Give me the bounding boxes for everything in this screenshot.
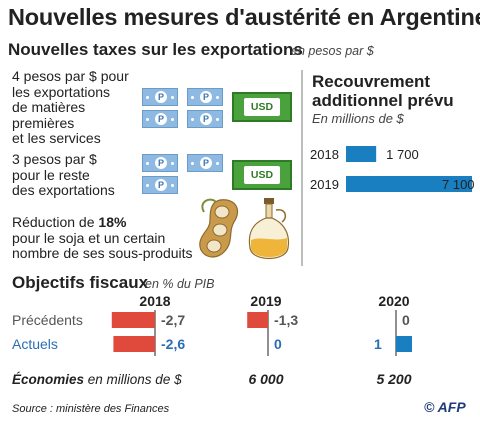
- peso-note-icon: P: [142, 154, 178, 172]
- peso-note-icon: P: [142, 110, 178, 128]
- tax-row1-line: de matières: [12, 99, 86, 115]
- recovery-value-label: 1 700: [386, 147, 419, 162]
- fiscal-bar: [111, 312, 155, 328]
- recovery-bar: [346, 176, 472, 192]
- peso-symbol: P: [200, 157, 212, 169]
- recovery-heading-line: Recouvrement: [312, 72, 431, 91]
- fiscal-unit: en % du PIB: [145, 277, 215, 291]
- tax-row1-text: 4 pesos par $ pour les exportations de m…: [12, 68, 129, 147]
- peso-symbol: P: [155, 179, 167, 191]
- fiscal-value-label: -2,6: [161, 336, 185, 352]
- usd-label: USD: [244, 98, 280, 116]
- fiscal-value-label: -1,3: [274, 312, 298, 328]
- recovery-chart: 2018 1 700 2019 7 100: [310, 146, 475, 192]
- usd-label: USD: [244, 166, 280, 184]
- fiscal-year-label: 2020: [378, 293, 409, 309]
- recovery-value-label: 7 100: [442, 177, 475, 192]
- peso-symbol: P: [155, 157, 167, 169]
- afp-logo: © AFP: [424, 399, 466, 415]
- peso-symbol: P: [155, 91, 167, 103]
- tax-row1-line: premières: [12, 114, 75, 131]
- tax-row1-line: et les services: [12, 130, 101, 146]
- tax-row2-text: 3 pesos par $ pour le reste des exportat…: [12, 151, 115, 199]
- peso-note-icon: P: [187, 88, 223, 106]
- fiscal-bar: [396, 336, 412, 352]
- peso-symbol: P: [155, 113, 167, 125]
- savings-label: Économies en millions de $: [12, 372, 182, 387]
- fiscal-chart: 2018 2019 2020 Précédents Actuels -2,7 -1,3 0 -2…: [12, 293, 412, 387]
- tax-row3-line: pour le soja et un certain: [12, 229, 166, 246]
- fiscal-bar: [113, 336, 155, 352]
- page-title: Nouvelles mesures d'austérité en Argenti…: [8, 4, 480, 30]
- soybean-icon: [199, 198, 239, 258]
- recovery-unit: En millions de $: [312, 111, 404, 126]
- fiscal-year-label: 2019: [250, 293, 281, 309]
- source-note: Source : ministère des Finances: [12, 403, 170, 415]
- fiscal-value-label: 0: [274, 336, 282, 352]
- recovery-heading-line: additionnel prévu: [312, 91, 454, 110]
- peso-note-icon: P: [142, 88, 178, 106]
- export-taxes-unit: en pesos par $: [291, 44, 374, 58]
- peso-symbol: P: [200, 113, 212, 125]
- fiscal-heading: Objectifs fiscaux: [12, 273, 149, 292]
- fiscal-bar: [247, 312, 268, 328]
- recovery-year-label: 2019: [310, 177, 339, 192]
- tax-row3-prefix: Réduction de: [12, 214, 99, 230]
- tax-row2-line: 3 pesos par $: [12, 151, 97, 167]
- recovery-bar: [346, 146, 377, 162]
- tax-row3-text: Réduction de 18% pour le soja et un cert…: [12, 214, 193, 262]
- peso-symbol: P: [200, 91, 212, 103]
- oil-bottle-icon: [248, 198, 290, 260]
- peso-note-icon: P: [187, 154, 223, 172]
- fiscal-value-label: -2,7: [161, 312, 185, 328]
- savings-value-label: 5 200: [376, 371, 411, 387]
- tax-row3-line: nombre de ses sous-produits: [12, 245, 193, 261]
- tax-row3-percent: 18%: [98, 214, 127, 230]
- recovery-heading: Recouvrement additionnel prévu: [312, 72, 454, 110]
- savings-value-label: 6 000: [248, 371, 283, 387]
- fiscal-value-label: 0: [402, 312, 410, 328]
- peso-note-icon: P: [142, 176, 178, 194]
- fiscal-value-label: 1: [374, 336, 382, 352]
- tax-row2-line: pour le reste: [12, 166, 90, 183]
- dollar-bill-icon: USD: [232, 92, 292, 122]
- section-divider: [301, 70, 303, 266]
- tax-row2-line: des exportations: [12, 182, 115, 198]
- fiscal-row-label: Précédents: [12, 312, 83, 328]
- tax-row1-line: les exportations: [12, 83, 111, 100]
- peso-note-icon: P: [187, 110, 223, 128]
- fiscal-year-label: 2018: [139, 293, 170, 309]
- tax-row1-line: 4 pesos par $ pour: [12, 68, 129, 84]
- export-taxes-heading: Nouvelles taxes sur les exportations: [8, 40, 303, 59]
- fiscal-row-label: Actuels: [12, 336, 58, 352]
- dollar-bill-icon: USD: [232, 160, 292, 190]
- recovery-year-label: 2018: [310, 147, 339, 162]
